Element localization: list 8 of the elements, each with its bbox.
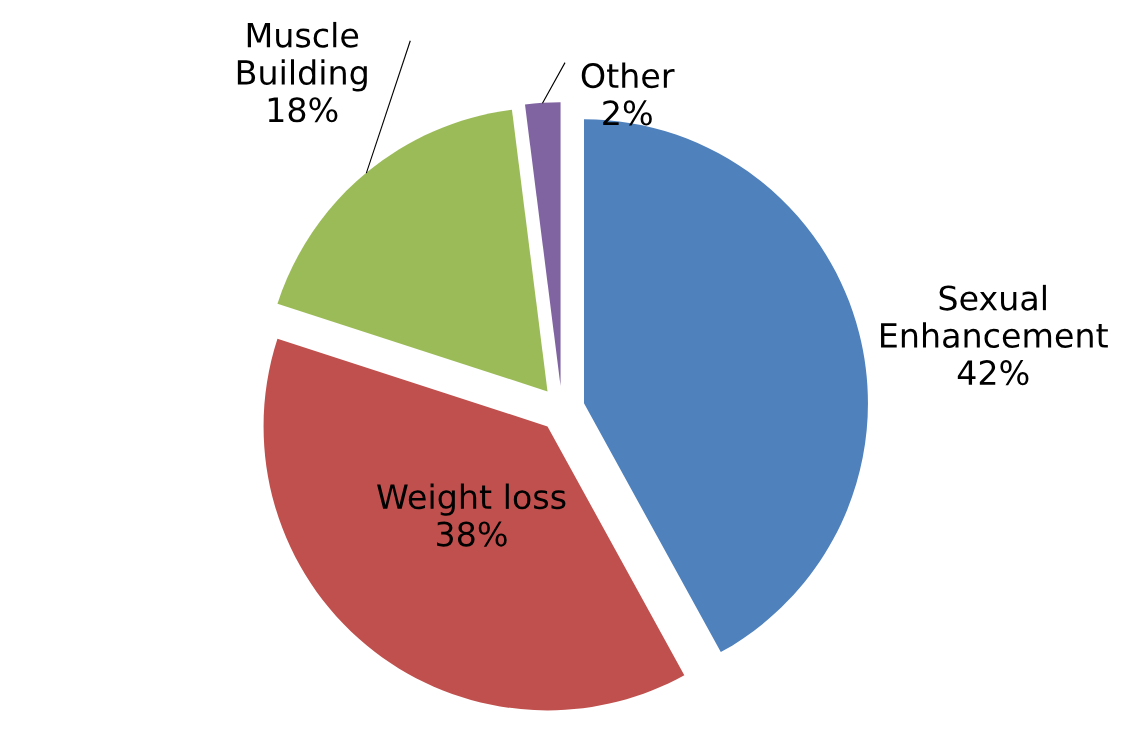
slice-label: Sexual Enhancement bbox=[881, 284, 1108, 348]
slice-label: Muscle Building bbox=[237, 21, 367, 92]
slice-label: Other bbox=[581, 62, 675, 89]
slice-label: Weight loss bbox=[377, 483, 566, 516]
data-label: 18% bbox=[268, 97, 338, 123]
data-label: 2% bbox=[603, 100, 652, 126]
data-label: 38% bbox=[437, 521, 507, 547]
data-label: 42% bbox=[957, 360, 1029, 386]
